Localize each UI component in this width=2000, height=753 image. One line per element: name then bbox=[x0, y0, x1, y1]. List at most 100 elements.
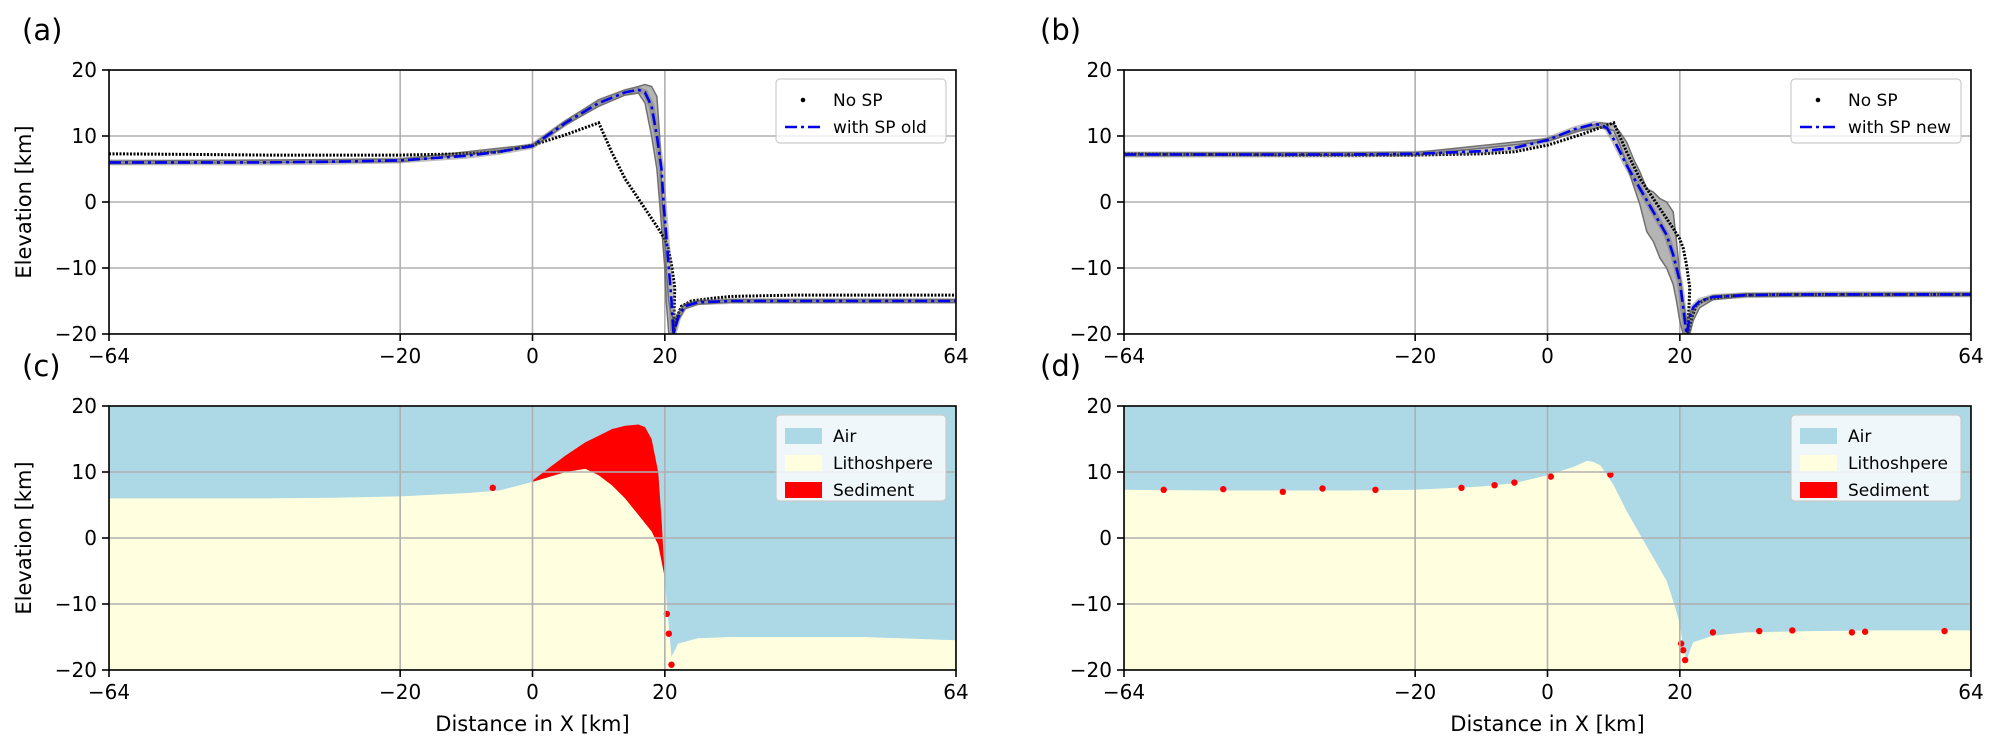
plot-area bbox=[1124, 70, 1971, 334]
sediment-spot bbox=[489, 484, 496, 492]
sediment-spot bbox=[1319, 485, 1326, 492]
y-tick-label: 0 bbox=[1099, 526, 1112, 550]
sediment-region bbox=[532, 424, 665, 578]
legend-label: with SP old bbox=[833, 118, 927, 138]
y-tick-label: 20 bbox=[72, 394, 97, 418]
panel-label: (b) bbox=[1040, 13, 1081, 47]
x-tick-label: −64 bbox=[88, 344, 130, 368]
legend-label: with SP new bbox=[1848, 118, 1951, 138]
uncertainty-band bbox=[1124, 122, 1971, 334]
legend-marker-no-sp bbox=[800, 97, 806, 103]
x-tick-label: −64 bbox=[1103, 344, 1145, 368]
uncertainty-band bbox=[109, 83, 956, 334]
x-axis-label: Distance in X [km] bbox=[1450, 712, 1644, 736]
sediment-spot bbox=[1709, 629, 1717, 636]
legend-label: Air bbox=[833, 427, 856, 447]
sediment-spot bbox=[1547, 473, 1555, 480]
sediment-spot bbox=[1607, 471, 1614, 478]
x-tick-label: 20 bbox=[652, 680, 677, 704]
x-tick-label: −20 bbox=[1394, 344, 1436, 368]
sediment-spot bbox=[1679, 647, 1687, 654]
x-tick-label: 0 bbox=[526, 680, 539, 704]
legend-swatch bbox=[1800, 428, 1837, 444]
y-tick-label: −20 bbox=[55, 658, 97, 682]
x-tick-label: 0 bbox=[1541, 344, 1554, 368]
sediment-spot bbox=[1372, 486, 1379, 494]
y-tick-label: 0 bbox=[84, 526, 97, 550]
y-tick-label: 0 bbox=[84, 190, 97, 214]
y-tick-label: −10 bbox=[1070, 256, 1112, 280]
x-tick-label: 64 bbox=[943, 680, 968, 704]
y-tick-label: −10 bbox=[1070, 592, 1112, 616]
sediment-spot bbox=[1941, 627, 1948, 635]
sediment-spot bbox=[668, 661, 675, 668]
plot-area bbox=[109, 70, 956, 334]
sediment-spot bbox=[1160, 486, 1167, 494]
y-tick-label: 10 bbox=[72, 124, 97, 148]
legend-swatch bbox=[1800, 455, 1837, 471]
legend-label: Air bbox=[1848, 427, 1871, 447]
legend-swatch bbox=[785, 428, 822, 444]
series-no-sp-line bbox=[1124, 120, 1971, 334]
y-tick-label: 20 bbox=[1087, 394, 1112, 418]
x-tick-label: −20 bbox=[379, 344, 421, 368]
series-with-sp-line bbox=[1124, 122, 1971, 334]
sediment-spot bbox=[1756, 627, 1763, 635]
panel-label: (d) bbox=[1040, 349, 1081, 383]
y-tick-label: −20 bbox=[1070, 322, 1112, 346]
x-tick-label: 20 bbox=[652, 344, 677, 368]
legend-label: Sediment bbox=[1848, 481, 1930, 501]
y-tick-label: 10 bbox=[1087, 460, 1112, 484]
x-tick-label: −20 bbox=[379, 680, 421, 704]
sediment-spot bbox=[1279, 488, 1287, 495]
sediment-spot bbox=[1511, 479, 1518, 486]
x-tick-label: 20 bbox=[1667, 344, 1692, 368]
legend-label: Sediment bbox=[833, 481, 915, 501]
sediment-spot bbox=[1848, 629, 1856, 636]
sediment-spot bbox=[665, 630, 673, 637]
x-tick-label: 64 bbox=[943, 344, 968, 368]
legend-swatch bbox=[785, 482, 822, 498]
legend-marker-no-sp bbox=[1815, 97, 1821, 103]
x-axis-label: Distance in X [km] bbox=[435, 712, 629, 736]
y-tick-label: −20 bbox=[1070, 658, 1112, 682]
panel-label: (a) bbox=[22, 13, 62, 47]
y-tick-label: −10 bbox=[55, 256, 97, 280]
legend-swatch bbox=[1800, 482, 1837, 498]
y-axis-label: Elevation [km] bbox=[12, 461, 36, 614]
legend-swatch bbox=[785, 455, 822, 471]
legend-label: Lithoshpere bbox=[1848, 454, 1948, 474]
series-no-sp-line bbox=[109, 120, 956, 334]
x-tick-label: 64 bbox=[1958, 344, 1983, 368]
panel-label: (c) bbox=[22, 349, 61, 383]
y-tick-label: 20 bbox=[1087, 58, 1112, 82]
x-tick-label: −20 bbox=[1394, 680, 1436, 704]
x-tick-label: −64 bbox=[88, 680, 130, 704]
sediment-spot bbox=[1220, 485, 1227, 493]
legend-label: No SP bbox=[1848, 91, 1898, 111]
x-tick-label: 64 bbox=[1958, 680, 1983, 704]
x-tick-label: 0 bbox=[1541, 680, 1554, 704]
y-tick-label: 0 bbox=[1099, 190, 1112, 214]
y-tick-label: 10 bbox=[72, 460, 97, 484]
x-tick-label: 20 bbox=[1667, 680, 1692, 704]
x-tick-label: 0 bbox=[526, 344, 539, 368]
sediment-spot bbox=[1458, 484, 1465, 492]
sediment-spot bbox=[1789, 627, 1796, 634]
series-with-sp-line bbox=[109, 88, 956, 334]
y-tick-label: −10 bbox=[55, 592, 97, 616]
y-tick-label: −20 bbox=[55, 322, 97, 346]
y-axis-label: Elevation [km] bbox=[12, 125, 36, 278]
sediment-spot bbox=[1861, 628, 1869, 635]
sediment-spot bbox=[1677, 640, 1685, 647]
sediment-spot bbox=[1491, 482, 1498, 489]
legend-label: No SP bbox=[833, 91, 883, 111]
y-tick-label: 10 bbox=[1087, 124, 1112, 148]
x-tick-label: −64 bbox=[1103, 680, 1145, 704]
sediment-spot bbox=[1681, 656, 1689, 664]
